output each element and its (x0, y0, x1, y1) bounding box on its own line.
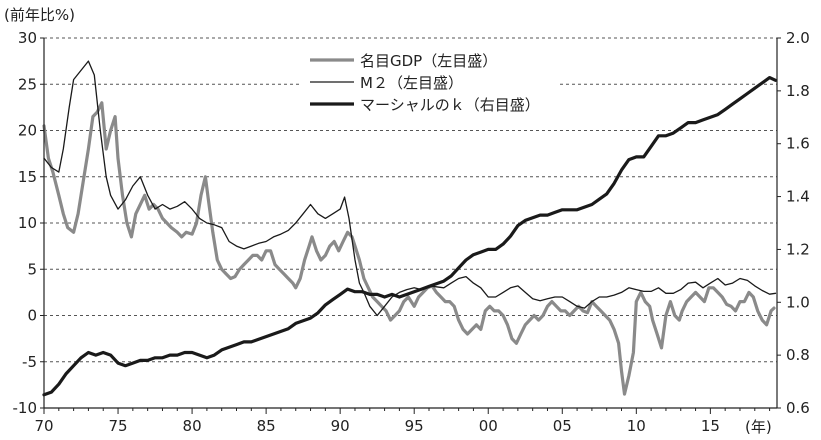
x-tick-label: 15 (701, 417, 720, 435)
x-tick-label: 05 (553, 417, 572, 435)
x-tick-label: 90 (331, 417, 350, 435)
legend-label-1: 名目GDP（左目盛） (360, 52, 497, 70)
x-axis-unit-label: (年) (745, 418, 772, 436)
y-left-tick-label: -10 (13, 399, 38, 417)
series-lines (42, 60, 778, 397)
y-left-tick-label: 5 (27, 260, 37, 278)
y-left-tick-label: 20 (18, 122, 37, 140)
y-right-tick-label: 1.8 (786, 82, 810, 100)
x-tick-label: 00 (479, 417, 498, 435)
y-left-tick-label: 0 (27, 307, 37, 325)
x-tick-label: 95 (405, 417, 424, 435)
y-right-tick-label: 1.6 (786, 135, 810, 153)
x-tick-label: 75 (108, 417, 127, 435)
y-right-tick-label: 1.2 (786, 240, 810, 258)
x-tick-label: 10 (627, 417, 646, 435)
y-right-tick-label: 0.8 (786, 346, 810, 364)
series-line-1 (42, 101, 776, 396)
legend-background (302, 46, 560, 120)
y-axis-label: (前年比%) (4, 6, 75, 24)
y-right-tick-label: 0.6 (786, 399, 810, 417)
legend-label-3: マーシャルのｋ（右目盛） (360, 96, 540, 114)
y-left-tick-label: 15 (18, 168, 37, 186)
legend: 名目GDP（左目盛） M２（左目盛） マーシャルのｋ（右目盛） (302, 46, 560, 120)
y-right-tick-label: 1.4 (786, 188, 810, 206)
y-left-tick-label: 30 (18, 29, 37, 47)
series-line-3 (42, 76, 778, 397)
x-tick-label: 70 (34, 417, 53, 435)
y-left-tick-label: -5 (22, 353, 37, 371)
y-right-tick-label: 2.0 (786, 29, 810, 47)
x-tick-label: 85 (257, 417, 276, 435)
legend-label-2: M２（左目盛） (360, 74, 463, 92)
y-left-tick-label: 25 (18, 75, 37, 93)
y-left-tick-label: 10 (18, 214, 37, 232)
x-tick-label: 80 (183, 417, 202, 435)
y-right-tick-label: 1.0 (786, 293, 810, 311)
ticks: 30 25 20 15 10 5 0 -5 -10 2.0 1.8 1.6 1.4 1.2 1.0 0.8 0.… (13, 29, 810, 435)
